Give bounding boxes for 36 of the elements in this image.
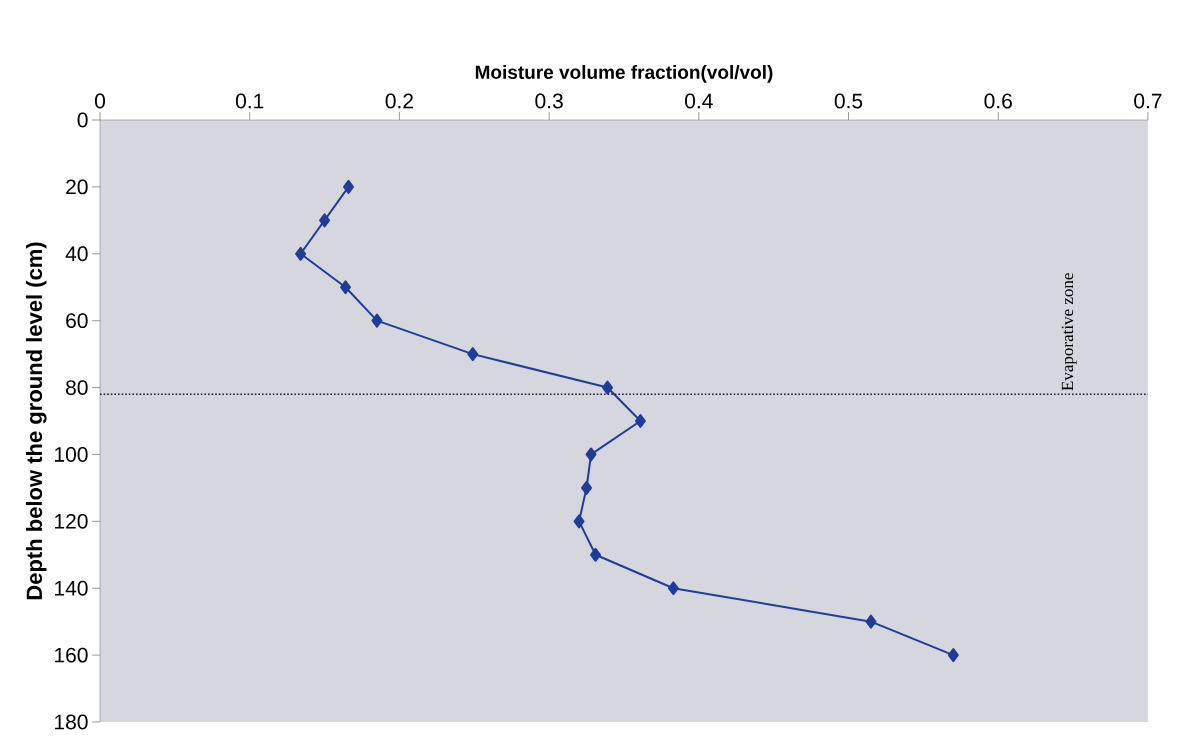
y-tick-label: 40: [65, 246, 88, 262]
y-tick-label: 0: [77, 112, 88, 128]
point: [343, 179, 355, 194]
x-tick-label: 0.3: [535, 93, 563, 109]
y-tick-label: 140: [55, 580, 88, 596]
point: [340, 280, 352, 295]
point: [585, 447, 597, 462]
y-tick-label: 100: [55, 447, 88, 462]
point: [319, 213, 331, 228]
point: [573, 514, 585, 529]
point: [667, 581, 679, 596]
point: [947, 648, 959, 663]
y-tick-label: 120: [55, 513, 88, 529]
x-tick-label: 0.1: [235, 93, 264, 109]
x-tick-label: 0.5: [834, 93, 863, 109]
point: [865, 614, 877, 629]
x-axis-title: Moisture volume fraction(vol/vol): [475, 65, 773, 83]
point: [467, 347, 479, 362]
point: [590, 547, 602, 562]
y-tick-label: 180: [55, 714, 88, 730]
y-axis-title: Depth below the ground level (cm): [25, 242, 47, 600]
ref-line-label: Evaporative zone: [1061, 273, 1077, 391]
x-tick-label: 0.2: [385, 93, 413, 109]
y-tick-label: 20: [66, 179, 88, 195]
y-tick-label: 80: [66, 380, 88, 395]
point: [602, 380, 614, 395]
point: [634, 414, 646, 429]
point: [295, 246, 307, 261]
y-tick-label: 60: [66, 313, 88, 329]
x-tick-label: 0.6: [984, 93, 1012, 109]
x-tick-label: 0: [94, 93, 106, 109]
x-tick-label: 0.4: [685, 93, 713, 109]
point: [371, 313, 383, 328]
x-tick-label: 0.7: [1134, 93, 1162, 109]
y-tick-label: 160: [55, 647, 88, 663]
point: [581, 480, 593, 495]
